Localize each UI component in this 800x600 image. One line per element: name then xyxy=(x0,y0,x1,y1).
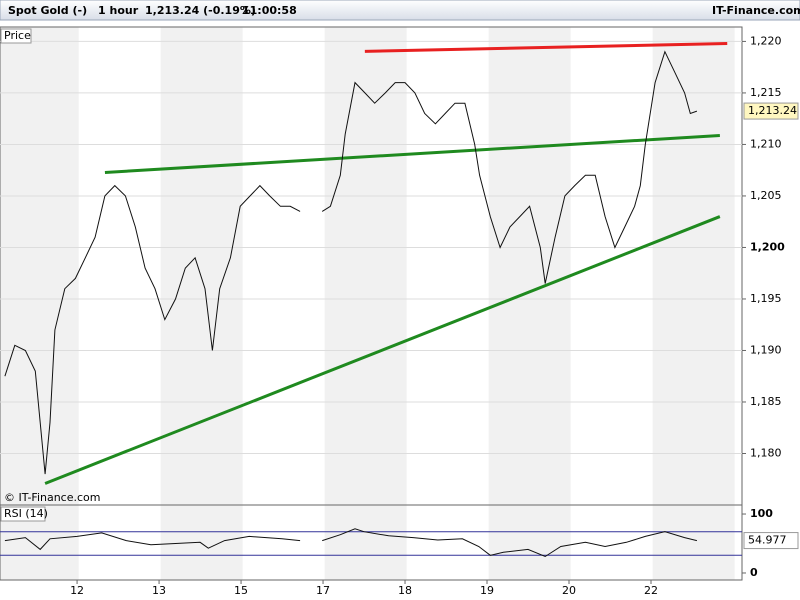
y-tick-label: 0 xyxy=(750,566,758,579)
trend-line xyxy=(104,133,720,174)
time: 11:00:58 xyxy=(242,4,297,17)
trend-line xyxy=(364,41,728,53)
last-value-box xyxy=(743,532,799,550)
quote: 1,213.24 (-0.19%) xyxy=(145,4,256,17)
series-label-box xyxy=(0,506,46,522)
panel-frame xyxy=(0,504,743,581)
last-value-label: 1,213.24 xyxy=(748,104,797,117)
header-bar xyxy=(0,0,800,21)
x-tick-label: 13 xyxy=(152,584,166,597)
series-label: RSI (14) xyxy=(4,507,48,520)
day-band xyxy=(160,27,243,580)
x-tick-label: 15 xyxy=(234,584,248,597)
copyright: © IT-Finance.com xyxy=(4,491,101,504)
last-value-box xyxy=(743,102,799,120)
x-tick-label: 20 xyxy=(562,584,576,597)
y-tick-label: 1,210 xyxy=(750,137,782,150)
day-band xyxy=(652,27,735,580)
x-tick-label: 19 xyxy=(480,584,494,597)
y-tick-label: 1,180 xyxy=(750,446,782,459)
x-tick-label: 12 xyxy=(70,584,84,597)
y-tick-label: 1,185 xyxy=(750,395,782,408)
y-tick-label: 1,205 xyxy=(750,189,782,202)
x-tick-label: 18 xyxy=(398,584,412,597)
instrument: Spot Gold (-) xyxy=(8,4,87,17)
y-tick-label: 100 xyxy=(750,507,773,520)
y-tick-label: 1,220 xyxy=(750,34,782,47)
x-tick-label: 22 xyxy=(644,584,658,597)
series-label: Price xyxy=(4,29,31,42)
y-tick-label: 1,190 xyxy=(750,343,782,356)
last-value-label: 54.977 xyxy=(748,534,787,547)
trend-line xyxy=(44,215,721,485)
series-label-box xyxy=(0,28,32,44)
x-tick-label: 17 xyxy=(316,584,330,597)
day-band xyxy=(324,27,407,580)
y-tick-label: 1,215 xyxy=(750,86,782,99)
day-band xyxy=(0,27,79,580)
series-line xyxy=(4,528,698,558)
interval: 1 hour xyxy=(98,4,139,17)
site: IT-Finance.com xyxy=(712,4,800,17)
y-tick-label: 1,195 xyxy=(750,292,782,305)
series-line xyxy=(4,50,698,475)
y-tick-label: 1,200 xyxy=(750,240,785,253)
